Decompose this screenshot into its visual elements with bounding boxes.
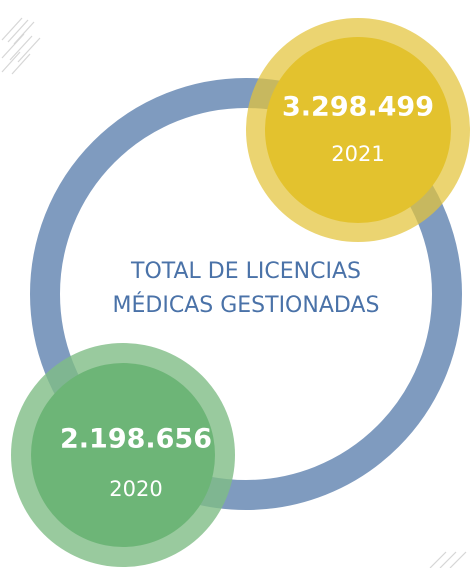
badge-value: 2.198.656 bbox=[60, 424, 212, 455]
badge-2020: 2.198.656 2020 bbox=[11, 343, 235, 567]
badge-value: 3.298.499 bbox=[282, 92, 434, 123]
title-line: TOTAL DE LICENCIAS bbox=[130, 259, 361, 284]
title-line: MÉDICAS GESTIONADAS bbox=[113, 292, 380, 318]
hatch-decoration bbox=[1, 17, 467, 568]
badge-2021: 3.298.499 2021 bbox=[246, 18, 470, 242]
badge-core bbox=[31, 363, 215, 547]
badge-core bbox=[265, 37, 451, 223]
badge-year: 2020 bbox=[109, 477, 162, 501]
badge-year: 2021 bbox=[331, 142, 384, 166]
ring bbox=[30, 78, 462, 510]
